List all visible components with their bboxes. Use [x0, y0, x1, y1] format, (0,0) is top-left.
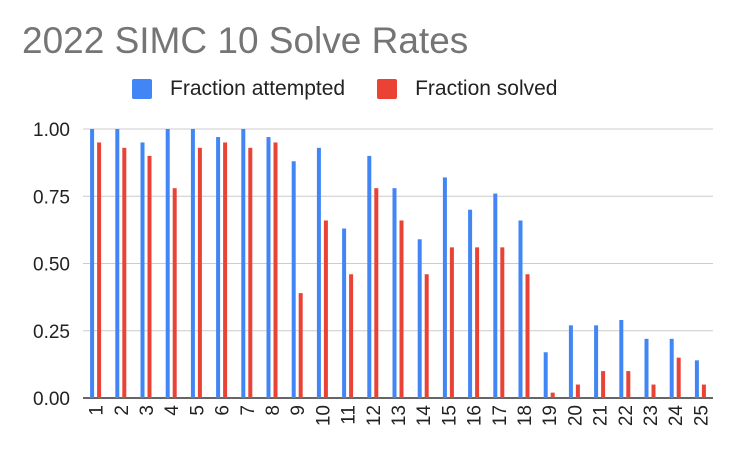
x-tick-label: 13: [389, 405, 410, 426]
bar-solved: [298, 293, 303, 398]
x-tick-label: 2: [112, 405, 133, 416]
bar-solved: [248, 147, 253, 398]
legend-swatch-attempted: [132, 79, 152, 99]
bar-attempted: [594, 325, 599, 398]
x-tick-label: 16: [465, 405, 486, 426]
bar-attempted: [518, 220, 523, 398]
x-tick-label: 5: [187, 405, 208, 416]
bar-attempted: [367, 155, 372, 398]
x-tick-label: 6: [213, 405, 234, 416]
bar-attempted: [266, 137, 271, 398]
bar-solved: [676, 357, 681, 398]
bar-attempted: [543, 352, 548, 398]
x-tick-label: 17: [490, 405, 511, 426]
legend-item-attempted: Fraction attempted: [132, 77, 345, 101]
x-tick-label: 12: [364, 405, 385, 426]
x-tick-label: 21: [591, 405, 612, 426]
legend: Fraction attempted Fraction solved: [132, 74, 590, 104]
bar-solved: [349, 274, 354, 398]
bar-attempted: [392, 188, 397, 398]
bar-solved: [97, 142, 102, 398]
x-tick-label: 25: [691, 405, 712, 426]
x-tick-label: 3: [137, 405, 158, 416]
bar-attempted: [342, 228, 347, 398]
bar-solved: [601, 371, 606, 398]
legend-swatch-solved: [377, 79, 398, 99]
bar-solved: [323, 220, 328, 398]
legend-label-attempted: Fraction attempted: [170, 77, 346, 100]
bar-attempted: [140, 142, 145, 398]
x-tick-label: 9: [288, 405, 309, 416]
bar-attempted: [468, 209, 473, 398]
y-tick-label: 1.00: [33, 120, 70, 141]
bar-solved: [500, 247, 505, 398]
bar-solved: [424, 274, 429, 398]
y-tick-label: 0.25: [33, 322, 70, 343]
x-tick-label: 22: [616, 405, 637, 426]
x-tick-label: 14: [414, 405, 435, 427]
bar-solved: [273, 142, 278, 398]
x-tick-label: 7: [238, 405, 259, 416]
bar-attempted: [442, 177, 447, 398]
x-tick-label: 19: [540, 405, 561, 426]
bar-attempted: [417, 239, 422, 398]
bar-solved: [575, 384, 580, 398]
bar-solved: [475, 247, 480, 398]
bar-solved: [147, 155, 152, 398]
bar-solved: [525, 274, 530, 398]
bar-attempted: [241, 129, 246, 398]
x-tick-label: 4: [162, 405, 183, 416]
bar-solved: [550, 392, 555, 398]
bar-solved: [651, 384, 656, 398]
bar-attempted: [216, 137, 221, 398]
x-tick-label: 10: [313, 405, 334, 426]
bar-solved: [197, 147, 202, 398]
bar-attempted: [568, 325, 573, 398]
x-tick-label: 20: [565, 405, 586, 426]
bar-solved: [374, 188, 379, 398]
legend-item-solved: Fraction solved: [377, 77, 558, 101]
bar-attempted: [694, 360, 699, 398]
bar-solved: [223, 142, 228, 398]
bar-solved: [399, 220, 404, 398]
bar-attempted: [90, 129, 95, 398]
bar-solved: [701, 384, 706, 398]
bar-attempted: [493, 193, 498, 398]
chart-title: 2022 SIMC 10 Solve Rates: [22, 20, 469, 61]
bar-attempted: [115, 129, 120, 398]
legend-label-solved: Fraction solved: [415, 77, 558, 100]
bar-solved: [122, 147, 127, 398]
x-tick-label: 1: [87, 405, 108, 416]
x-tick-label: 8: [263, 405, 284, 416]
bar-attempted: [316, 147, 321, 398]
bar-solved: [172, 188, 177, 398]
x-tick-label: 18: [515, 405, 536, 426]
bar-solved: [626, 371, 631, 398]
y-tick-label: 0.50: [33, 255, 70, 276]
bar-attempted: [644, 338, 649, 398]
bar-attempted: [291, 161, 296, 398]
x-tick-label: 23: [641, 405, 662, 426]
x-tick-label: 11: [339, 405, 360, 425]
y-tick-label: 0.00: [33, 389, 70, 410]
x-tick-label: 24: [666, 405, 687, 427]
y-tick-label: 0.75: [33, 187, 70, 208]
bar-attempted: [619, 319, 624, 398]
x-tick-label: 15: [439, 405, 460, 426]
bar-solved: [449, 247, 454, 398]
bar-attempted: [190, 129, 195, 398]
bar-attempted: [669, 338, 674, 398]
bar-attempted: [165, 129, 170, 398]
